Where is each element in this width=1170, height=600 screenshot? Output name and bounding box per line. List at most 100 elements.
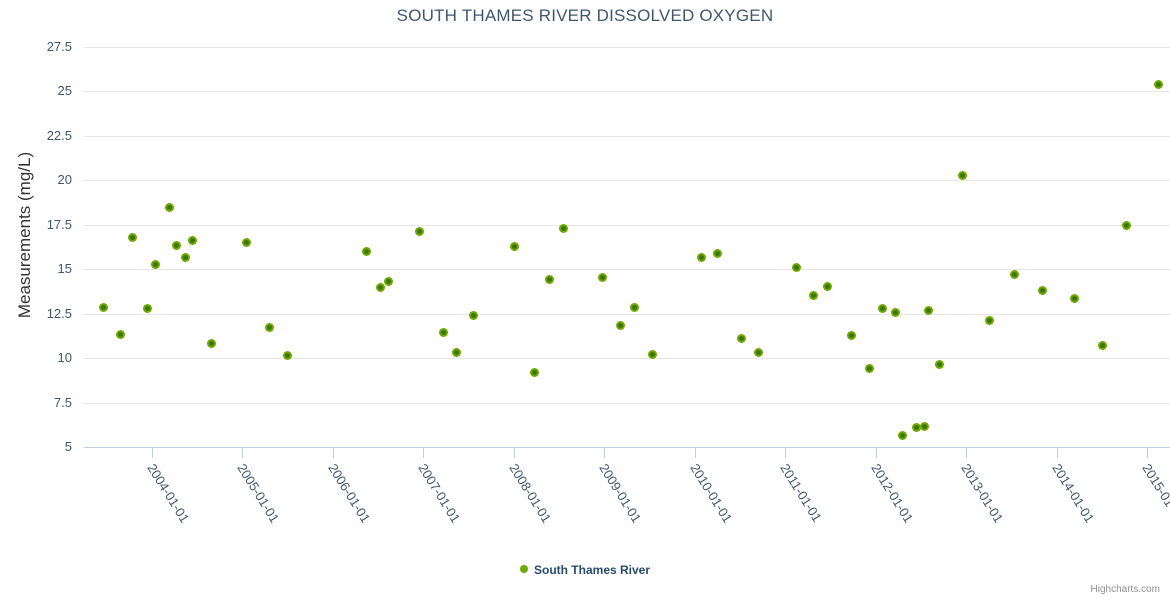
x-axis-tick-label: 2004-01-01 [144,461,193,526]
data-point[interactable] [265,322,275,332]
y-axis-tick-label: 25 [57,83,72,99]
legend-marker-icon [519,564,528,573]
x-axis-tick-label: 2005-01-01 [234,461,283,526]
x-axis-tick [1056,448,1058,458]
data-point[interactable] [150,260,160,270]
data-point[interactable] [737,334,747,344]
data-point[interactable] [1070,294,1080,304]
credits-label[interactable]: Highcharts.com [1090,584,1160,595]
x-axis-tick-label: 2011-01-01 [777,461,826,525]
data-point[interactable] [985,316,995,326]
data-point[interactable] [452,348,462,358]
data-point[interactable] [142,303,152,313]
data-point[interactable] [283,350,293,360]
data-point[interactable] [791,262,801,272]
data-point[interactable] [361,246,371,256]
x-axis-tick [1147,448,1149,458]
data-point[interactable] [713,248,722,258]
data-point[interactable] [753,348,763,358]
x-axis-tick-label: 2014-01-01 [1049,461,1098,526]
data-point[interactable] [616,320,626,330]
data-point[interactable] [99,302,109,312]
y-axis-tick-label: 7.5 [53,394,72,410]
y-axis-tick-label: 15 [57,261,72,277]
gridline [84,91,1170,93]
data-point[interactable] [897,430,907,440]
data-point[interactable] [438,327,448,337]
gridline [84,224,1170,226]
data-point[interactable] [415,226,425,236]
data-point[interactable] [1153,79,1163,89]
data-point[interactable] [544,275,554,285]
chart-title: SOUTH THAMES RIVER DISSOLVED OXYGEN [396,6,774,25]
data-point[interactable] [920,422,930,432]
gridline [84,47,1170,48]
x-axis-tick-label: 2007-01-01 [415,461,464,526]
data-point[interactable] [559,223,569,233]
gridline [84,135,1170,137]
data-point[interactable] [877,303,887,313]
x-axis-tick-label: 2008-01-01 [506,461,555,526]
y-axis-tick-label: 22.5 [46,127,72,143]
data-point[interactable] [1009,270,1019,280]
x-axis-tick [513,448,515,458]
data-point[interactable] [934,359,944,369]
data-point[interactable] [808,290,818,300]
x-axis-tick [694,448,696,458]
x-axis-tick [151,448,153,458]
y-axis-tick-label: 5 [64,439,72,454]
data-point[interactable] [598,272,608,282]
data-point[interactable] [171,240,181,250]
data-point[interactable] [1097,341,1107,351]
y-axis-tick-label: 27.5 [46,39,72,54]
data-point[interactable] [384,277,394,287]
x-axis-tick-label: 2012-01-01 [868,461,917,526]
data-point[interactable] [1037,286,1047,296]
data-point[interactable] [510,241,520,251]
gridline [84,269,1170,271]
x-axis-tick-label: 2015-01-01 [1139,461,1170,526]
data-point[interactable] [891,308,901,318]
data-point[interactable] [865,364,875,374]
x-axis-tick [966,448,968,458]
data-point[interactable] [823,281,833,291]
plot-area [84,47,1170,448]
data-point[interactable] [1122,221,1132,231]
data-point[interactable] [468,310,478,320]
data-point[interactable] [846,331,856,341]
x-axis-tick-label: 2010-01-01 [687,461,736,526]
x-axis-tick [785,448,787,458]
x-axis-line [84,447,1170,448]
data-point[interactable] [647,350,657,360]
y-axis-tick-label: 12.5 [46,305,72,321]
x-axis-tick-label: 2013-01-01 [958,461,1007,526]
y-axis-tick-label: 20 [57,172,72,188]
data-point[interactable] [530,367,540,377]
x-axis-tick [423,448,425,458]
data-point[interactable] [188,236,198,246]
x-axis-tick [332,448,334,458]
data-point[interactable] [696,253,706,263]
x-axis-tick-label: 2006-01-01 [325,461,374,526]
chart-legend[interactable]: South Thames River [0,562,1170,577]
x-axis-tick [242,448,244,458]
data-point[interactable] [115,329,125,339]
data-point[interactable] [958,170,968,180]
data-point[interactable] [912,422,922,432]
data-point[interactable] [629,302,639,312]
data-point[interactable] [164,203,174,213]
x-axis-tick-label: 2009-01-01 [596,461,645,526]
gridline [84,402,1170,404]
data-point[interactable] [242,238,252,248]
gridline [84,313,1170,315]
data-point[interactable] [128,232,138,242]
legend-item[interactable]: South Thames River [519,562,651,577]
data-point[interactable] [376,282,386,292]
legend-label: South Thames River [533,562,651,577]
data-point[interactable] [207,338,217,348]
y-axis-tick-label: 17.5 [46,216,72,232]
gridline [84,180,1170,182]
data-point[interactable] [180,253,190,263]
data-point[interactable] [923,305,933,315]
